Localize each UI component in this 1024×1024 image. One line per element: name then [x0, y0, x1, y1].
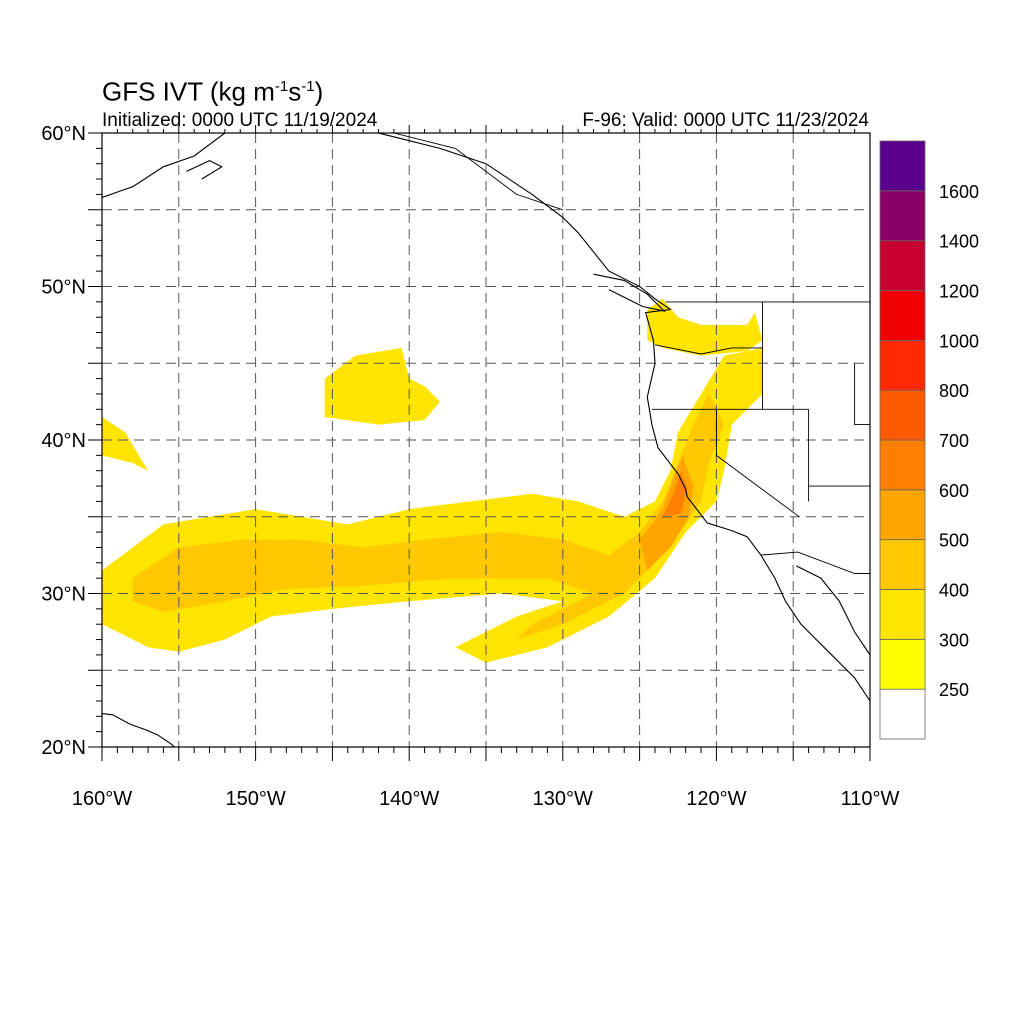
lon-tick-label: 160°W [72, 788, 132, 810]
initialized-label: Initialized: 0000 UTC 11/19/2024 [102, 110, 378, 131]
graticule [102, 133, 870, 747]
colorbar-swatch [879, 589, 926, 640]
colorbar-label: 1200 [939, 282, 979, 302]
lon-tick-label: 130°W [533, 788, 593, 810]
border-california-nevada-line [715, 409, 800, 518]
colorbar-label: 1400 [939, 232, 979, 252]
colorbar-swatch [879, 389, 926, 441]
title-main: GFS IVT (kg m [102, 76, 275, 107]
ivt-field-west-edge-blob [102, 417, 149, 471]
colorbar-swatch [879, 539, 926, 590]
colorbar-swatch [879, 240, 926, 291]
colorbar-swatch [879, 190, 926, 242]
border-utah-line [854, 363, 870, 426]
colorbar-label: 500 [939, 531, 969, 551]
colorbar-label: 800 [939, 381, 969, 401]
border-us-mexico-border [760, 551, 870, 574]
lat-tick-label: 50°N [41, 277, 86, 299]
chart-title: GFS IVT (kg m-1s-1) [102, 72, 323, 107]
title-exponent-1: -1 [274, 78, 289, 95]
lat-tick-label: 40°N [41, 430, 86, 452]
colorbar-swatch [879, 290, 926, 341]
lat-tick-label: 30°N [41, 584, 86, 606]
ivt-field-core-600 [662, 470, 688, 517]
colorbar-swatch [879, 339, 926, 391]
colorbar: 250 300 400 500 600 700 800 1000 1200 1400 1600 [879, 140, 979, 740]
coastline-gulf-of-california-east-shore [796, 565, 870, 656]
colorbar-label: 700 [939, 431, 969, 451]
border-washington-oregon-line [654, 344, 763, 355]
coastline-vancouver-island [593, 273, 666, 313]
colorbar-label: 1600 [939, 182, 979, 202]
lon-tick-label: 110°W [841, 788, 900, 810]
ivt-field-subtropical-blob [324, 347, 440, 425]
ivt-field-core-400 [132, 394, 725, 640]
colorbar-swatch [879, 140, 926, 192]
lon-tick-label: 120°W [686, 788, 746, 810]
coastline-north-american-coast [378, 133, 870, 702]
colorbar-swatch [879, 638, 926, 690]
ivt-field-pacific-northwest-blob [647, 298, 763, 356]
title-exponent-2: -1 [301, 78, 315, 95]
lat-tick-label: 20°N [41, 737, 86, 759]
colorbar-swatch [879, 688, 926, 740]
colorbar-label: 1000 [939, 331, 979, 351]
ivt-shading [102, 298, 763, 663]
colorbar-swatch [879, 489, 926, 541]
axis-ticks: 160°W 150°W 140°W 130°W 120°W 110°W 20°N 30°N 40… [41, 123, 899, 810]
title-mid: s [288, 76, 302, 107]
title-close: ) [314, 76, 324, 107]
coastline-alaska-peninsula [102, 133, 226, 199]
colorbar-label: 400 [939, 581, 969, 601]
colorbar-label: 300 [939, 630, 969, 650]
colorbar-swatch [879, 439, 926, 491]
lon-tick-label: 150°W [225, 788, 285, 810]
colorbar-label: 600 [939, 481, 969, 501]
colorbar-label: 250 [939, 680, 969, 700]
lon-tick-label: 140°W [379, 788, 439, 810]
border-alaska-canada-border [393, 133, 563, 211]
coastline-kodiak-island [186, 159, 223, 180]
geography-lines [102, 133, 870, 747]
valid-time-label: F-96: Valid: 0000 UTC 11/23/2024 [582, 110, 869, 131]
coastline-hawaii-islands [102, 713, 175, 747]
lat-tick-label: 60°N [41, 123, 86, 145]
